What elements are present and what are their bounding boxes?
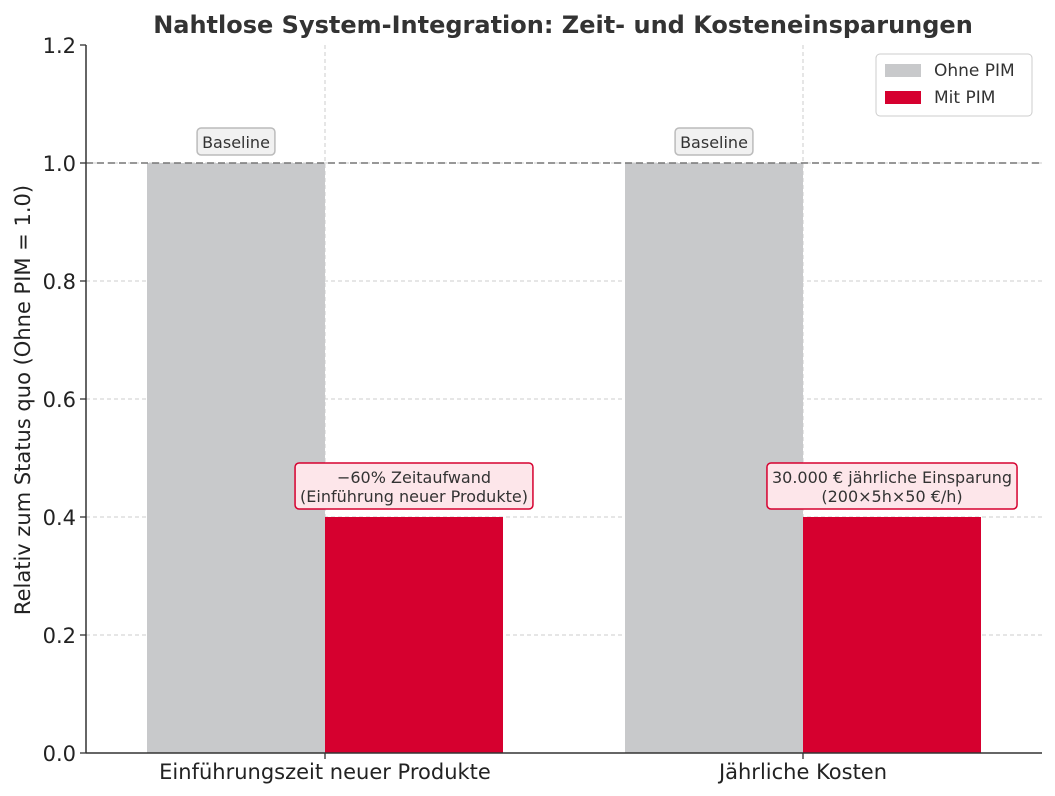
y-tick-label: 0.2: [43, 624, 76, 648]
y-tick-label: 1.0: [43, 152, 76, 176]
bar-mit-pim: [325, 517, 503, 753]
annotation-text: Baseline: [680, 133, 748, 152]
y-tick-label: 0.4: [43, 506, 76, 530]
annotation-box: [674, 127, 754, 156]
annotations: Baseline Baseline −60% Zeitaufwand(Einführ…: [196, 127, 1018, 510]
annotation-text: 30.000 € jährliche Einsparung: [772, 468, 1012, 487]
savings-annotation: −60% Zeitaufwand(Einführung neuer Produk…: [294, 462, 534, 510]
legend-label: Ohne PIM: [934, 61, 1015, 81]
x-tick-label: Jährliche Kosten: [717, 760, 887, 784]
y-tick-label: 0.6: [43, 388, 76, 412]
annotation-text: Baseline: [202, 133, 270, 152]
bar-ohne-pim: [625, 163, 803, 753]
bar-mit-pim: [803, 517, 981, 753]
baseline-annotation: Baseline: [674, 127, 754, 156]
y-tick-label: 0.8: [43, 270, 76, 294]
legend-swatch: [885, 64, 921, 77]
legend: Ohne PIM Mit PIM: [875, 53, 1033, 117]
y-tick-label: 0.0: [43, 742, 76, 766]
annotation-box: [196, 127, 276, 156]
bars: [147, 163, 981, 753]
legend-label: Mit PIM: [934, 88, 995, 108]
axes: 0.0 0.2 0.4 0.6 0.8 1.0 1.2 Einführungszeit neu…: [43, 34, 1042, 784]
annotation-box: [766, 462, 1018, 510]
annotation-box: [294, 462, 534, 510]
baseline-annotation: Baseline: [196, 127, 276, 156]
x-tick-label: Einführungszeit neuer Produkte: [159, 760, 491, 784]
annotation-text: (Einführung neuer Produkte): [300, 487, 528, 506]
y-tick-label: 1.2: [43, 34, 76, 58]
chart-title: Nahtlose System-Integration: Zeit- und K…: [153, 11, 973, 39]
savings-annotation: 30.000 € jährliche Einsparung(200×5h×50 …: [766, 462, 1018, 510]
annotation-text: −60% Zeitaufwand: [337, 468, 491, 487]
bar-ohne-pim: [147, 163, 325, 753]
y-axis-label: Relativ zum Status quo (Ohne PIM = 1.0): [11, 185, 35, 615]
annotation-text: (200×5h×50 €/h): [821, 487, 962, 506]
legend-swatch: [885, 91, 921, 104]
